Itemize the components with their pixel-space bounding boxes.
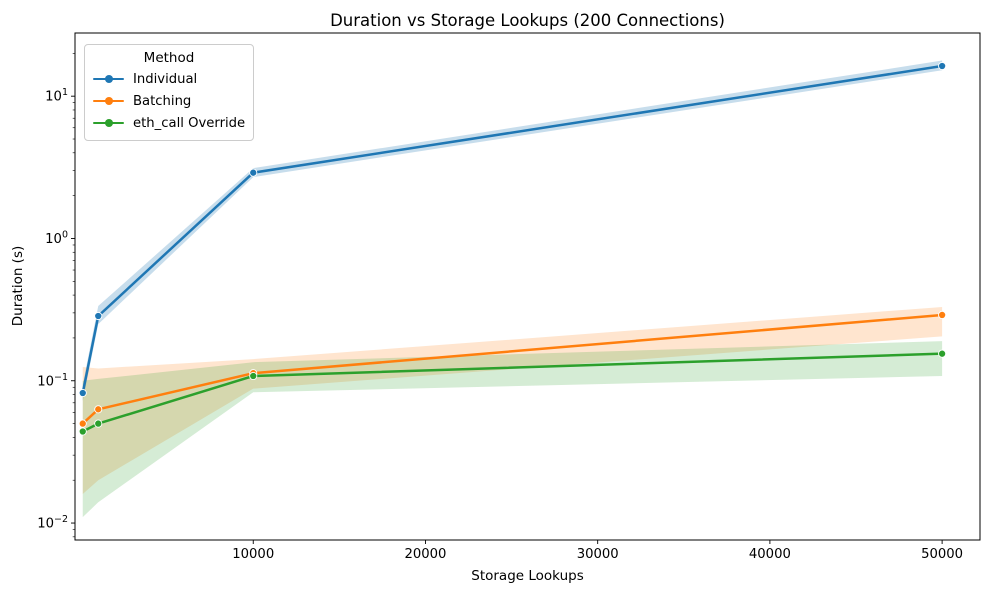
marker-0-3	[938, 61, 947, 71]
series-line-1	[81, 313, 943, 425]
marker-2-2	[249, 371, 258, 381]
plot-border	[74, 32, 981, 541]
marker-1-3	[938, 310, 947, 320]
ci-band-2	[82, 341, 943, 518]
legend-line-marker-icon	[93, 96, 124, 106]
x-tick-label: 50000	[921, 547, 963, 562]
legend-item-eth-call-override: eth_call Override	[93, 112, 245, 134]
x-tick-label: 20000	[404, 547, 446, 562]
marker-1-0	[78, 419, 87, 428]
legend-line-marker-icon	[93, 74, 124, 84]
marker-2-0	[78, 427, 87, 436]
x-axis-label: Storage Lookups	[471, 568, 584, 584]
legend-line-marker-icon	[93, 118, 124, 128]
legend-label: eth_call Override	[133, 115, 246, 131]
legend: Method Individual Batching eth_call Over…	[84, 44, 254, 141]
x-tick-label: 40000	[749, 547, 791, 562]
ci-band-1	[82, 306, 943, 494]
x-tick-label: 10000	[232, 547, 274, 562]
ci-band-0	[82, 60, 943, 402]
x-tick-label: 30000	[577, 547, 619, 562]
legend-item-batching: Batching	[93, 90, 245, 112]
marker-0-0	[78, 388, 87, 398]
marker-1-1	[94, 405, 103, 414]
legend-item-individual: Individual	[93, 68, 245, 90]
marker-2-3	[938, 349, 947, 358]
y-tick-label: 10−1	[37, 372, 68, 390]
marker-0-1	[94, 311, 103, 321]
legend-label: Individual	[133, 71, 198, 87]
y-tick-label: 100	[45, 229, 68, 247]
marker-2-1	[94, 419, 103, 428]
y-axis-label: Duration (s)	[10, 245, 26, 327]
legend-label: Batching	[133, 93, 192, 109]
y-tick-label: 101	[45, 87, 68, 105]
y-tick-label: 10−2	[37, 514, 68, 532]
legend-title: Method	[143, 50, 195, 66]
marker-0-2	[249, 168, 258, 177]
chart-title: Duration vs Storage Lookups (200 Connect…	[330, 11, 725, 30]
series-line-0	[81, 64, 943, 394]
series-line-2	[82, 352, 943, 433]
